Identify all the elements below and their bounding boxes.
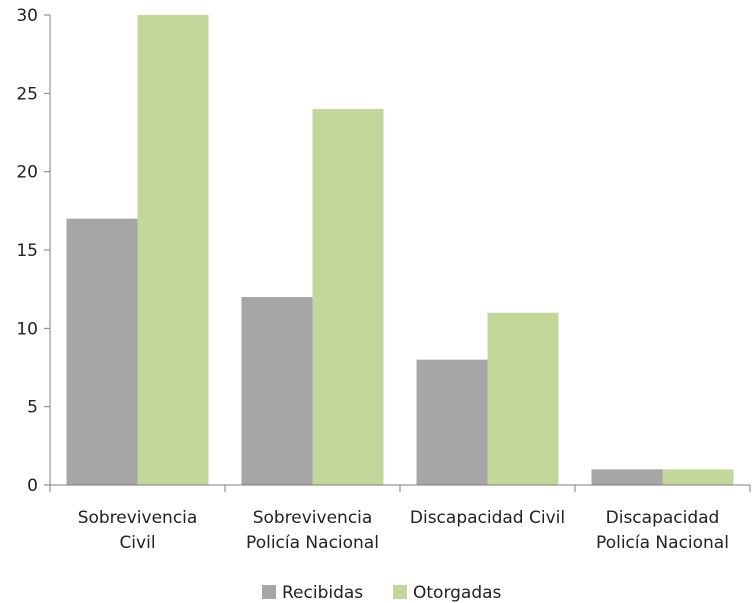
legend: Recibidas Otorgadas: [262, 583, 502, 603]
bar-recibidas: [241, 297, 313, 485]
legend-label-recibidas: Recibidas: [282, 583, 363, 603]
bars: [66, 15, 734, 485]
bar-otorgadas: [662, 469, 734, 485]
y-tick-label: 30: [16, 6, 38, 26]
y-tick-label: 5: [27, 398, 38, 418]
y-tick-label: 15: [16, 241, 38, 261]
x-axis: Sobrevivencia Civil Sobrevivencia Policía N…: [49, 484, 751, 553]
x-category-label: Civil: [119, 533, 155, 553]
x-category-label: Sobrevivencia: [253, 508, 373, 528]
bar-otorgadas: [487, 312, 559, 485]
y-tick-label: 0: [27, 476, 38, 496]
legend-label-otorgadas: Otorgadas: [413, 583, 502, 603]
bar-recibidas: [416, 359, 488, 485]
y-tick-label: 25: [16, 84, 38, 104]
x-category-label: Sobrevivencia: [78, 508, 198, 528]
bar-recibidas: [66, 218, 138, 485]
bar-otorgadas: [312, 109, 384, 485]
bar-recibidas: [591, 469, 663, 485]
y-tick-label: 10: [16, 319, 38, 339]
x-category-label: Discapacidad Civil: [410, 508, 565, 528]
legend-swatch-recibidas: [262, 585, 276, 599]
y-tick-label: 20: [16, 163, 38, 183]
legend-swatch-otorgadas: [393, 585, 407, 599]
x-category-label: Discapacidad: [606, 508, 720, 528]
x-category-label: Policía Nacional: [246, 533, 379, 553]
bar-otorgadas: [137, 15, 209, 485]
y-axis: 0 5 10 15 20 25 30: [16, 6, 51, 496]
x-category-label: Policía Nacional: [596, 533, 729, 553]
